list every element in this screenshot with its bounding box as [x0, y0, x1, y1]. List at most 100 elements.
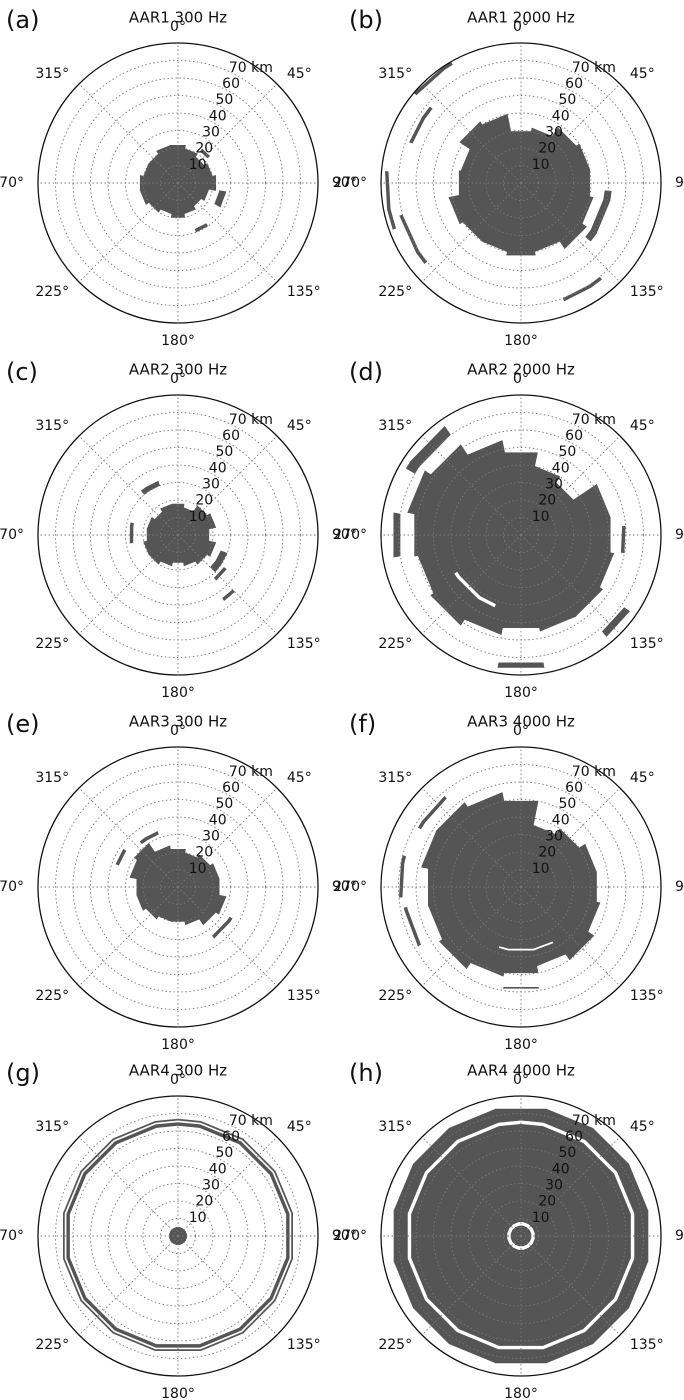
- r-tick-label: 20: [195, 141, 213, 157]
- grid-ring: [142, 147, 214, 219]
- theta-tick-label: 270°: [0, 527, 24, 543]
- grid-spoke: [520, 534, 621, 635]
- range-arc: [115, 848, 127, 866]
- outer-frame: [380, 394, 662, 676]
- panel-label: (d): [349, 358, 383, 386]
- grid-spoke: [421, 534, 522, 635]
- r-tick-label: 10: [189, 157, 207, 173]
- grid-ring: [433, 799, 609, 975]
- r-tick-label: 50: [215, 444, 233, 460]
- grid-ring: [107, 1165, 249, 1307]
- panel-label: (c): [6, 358, 38, 386]
- theta-tick-label: 0°: [170, 19, 186, 35]
- grid-spoke: [520, 787, 621, 888]
- panel-label: (h): [349, 1059, 383, 1087]
- range-sector: [172, 1227, 179, 1237]
- theta-tick-label: 270°: [333, 1228, 367, 1244]
- grid-spoke: [177, 1136, 278, 1237]
- range-arc: [200, 148, 211, 159]
- r-tick-label: 10: [189, 509, 207, 525]
- grid-ring: [142, 499, 214, 571]
- chart-title: AAR3 4000 Hz: [467, 713, 575, 731]
- r-tick-label: 70 km: [572, 60, 616, 76]
- panel-label: (g): [6, 1059, 40, 1087]
- theta-tick-label: 135°: [287, 988, 321, 1004]
- theta-tick-label: 135°: [630, 284, 664, 300]
- grid-spoke: [177, 787, 278, 888]
- r-tick-label: 40: [552, 1161, 570, 1177]
- chart-title: AAR4 300 Hz: [129, 1062, 227, 1080]
- chart-title: AAR3 300 Hz: [129, 713, 227, 731]
- grid-ring: [450, 1165, 592, 1307]
- grid-ring: [90, 447, 266, 623]
- r-tick-label: 70 km: [229, 60, 273, 76]
- grid-spoke: [520, 886, 621, 987]
- grid-spoke: [421, 787, 522, 888]
- theta-tick-label: 225°: [378, 1337, 412, 1353]
- r-tick-label: 50: [215, 796, 233, 812]
- grid-spoke: [177, 83, 278, 184]
- range-sector: [467, 440, 522, 536]
- panel-label: (b): [349, 6, 383, 34]
- grid-ring: [485, 1200, 557, 1272]
- theta-tick-label: 225°: [35, 284, 69, 300]
- r-tick-label: 60: [222, 780, 240, 796]
- theta-tick-label: 0°: [513, 1072, 529, 1088]
- theta-tick-label: 225°: [378, 636, 412, 652]
- r-tick-label: 70 km: [572, 1113, 616, 1129]
- theta-tick-label: 90°: [332, 879, 357, 895]
- r-tick-label: 60: [222, 428, 240, 444]
- theta-tick-label: 90°: [675, 527, 684, 543]
- grid-spoke: [78, 1235, 179, 1336]
- range-arc: [385, 171, 397, 230]
- range-arc: [403, 907, 421, 947]
- theta-tick-label: 0°: [513, 19, 529, 35]
- theta-tick-label: 315°: [35, 770, 69, 786]
- theta-tick-label: 225°: [35, 636, 69, 652]
- theta-tick-label: 270°: [333, 175, 367, 191]
- r-tick-label: 30: [202, 1177, 220, 1193]
- r-tick-label: 20: [538, 493, 556, 509]
- grid-spoke: [520, 1235, 621, 1336]
- grid-ring: [398, 412, 644, 658]
- grid-spoke: [78, 182, 179, 283]
- grid-spoke: [421, 1136, 522, 1237]
- grid-ring: [107, 112, 249, 254]
- panel-label: (f): [349, 710, 376, 738]
- chart-title: AAR1 2000 Hz: [467, 9, 575, 27]
- r-tick-label: 60: [565, 428, 583, 444]
- grid-ring: [142, 1200, 214, 1272]
- range-arc: [409, 106, 433, 144]
- grid-ring: [398, 60, 644, 306]
- theta-tick-label: 315°: [378, 770, 412, 786]
- theta-tick-label: 180°: [504, 1386, 538, 1400]
- r-tick-label: 50: [558, 1145, 576, 1161]
- theta-tick-label: 315°: [378, 1119, 412, 1135]
- theta-tick-label: 0°: [170, 371, 186, 387]
- r-tick-label: 20: [538, 845, 556, 861]
- range-arc: [620, 525, 626, 554]
- theta-tick-label: 270°: [0, 175, 24, 191]
- grid-ring: [55, 60, 301, 306]
- r-tick-label: 10: [532, 509, 550, 525]
- grid-spoke: [78, 787, 179, 888]
- theta-tick-label: 45°: [630, 1119, 655, 1135]
- range-arc: [139, 831, 159, 845]
- grid-spoke: [177, 534, 278, 635]
- grid-ring: [398, 764, 644, 1010]
- grid-ring: [90, 799, 266, 975]
- theta-tick-label: 135°: [630, 1337, 664, 1353]
- r-tick-label: 20: [538, 1194, 556, 1210]
- theta-tick-label: 225°: [35, 988, 69, 1004]
- r-tick-label: 20: [538, 141, 556, 157]
- grid-spoke: [78, 1136, 179, 1237]
- r-tick-label: 10: [189, 861, 207, 877]
- theta-tick-label: 180°: [161, 333, 195, 349]
- range-arc: [398, 855, 407, 898]
- r-tick-label: 50: [215, 92, 233, 108]
- grid-spoke: [177, 886, 278, 987]
